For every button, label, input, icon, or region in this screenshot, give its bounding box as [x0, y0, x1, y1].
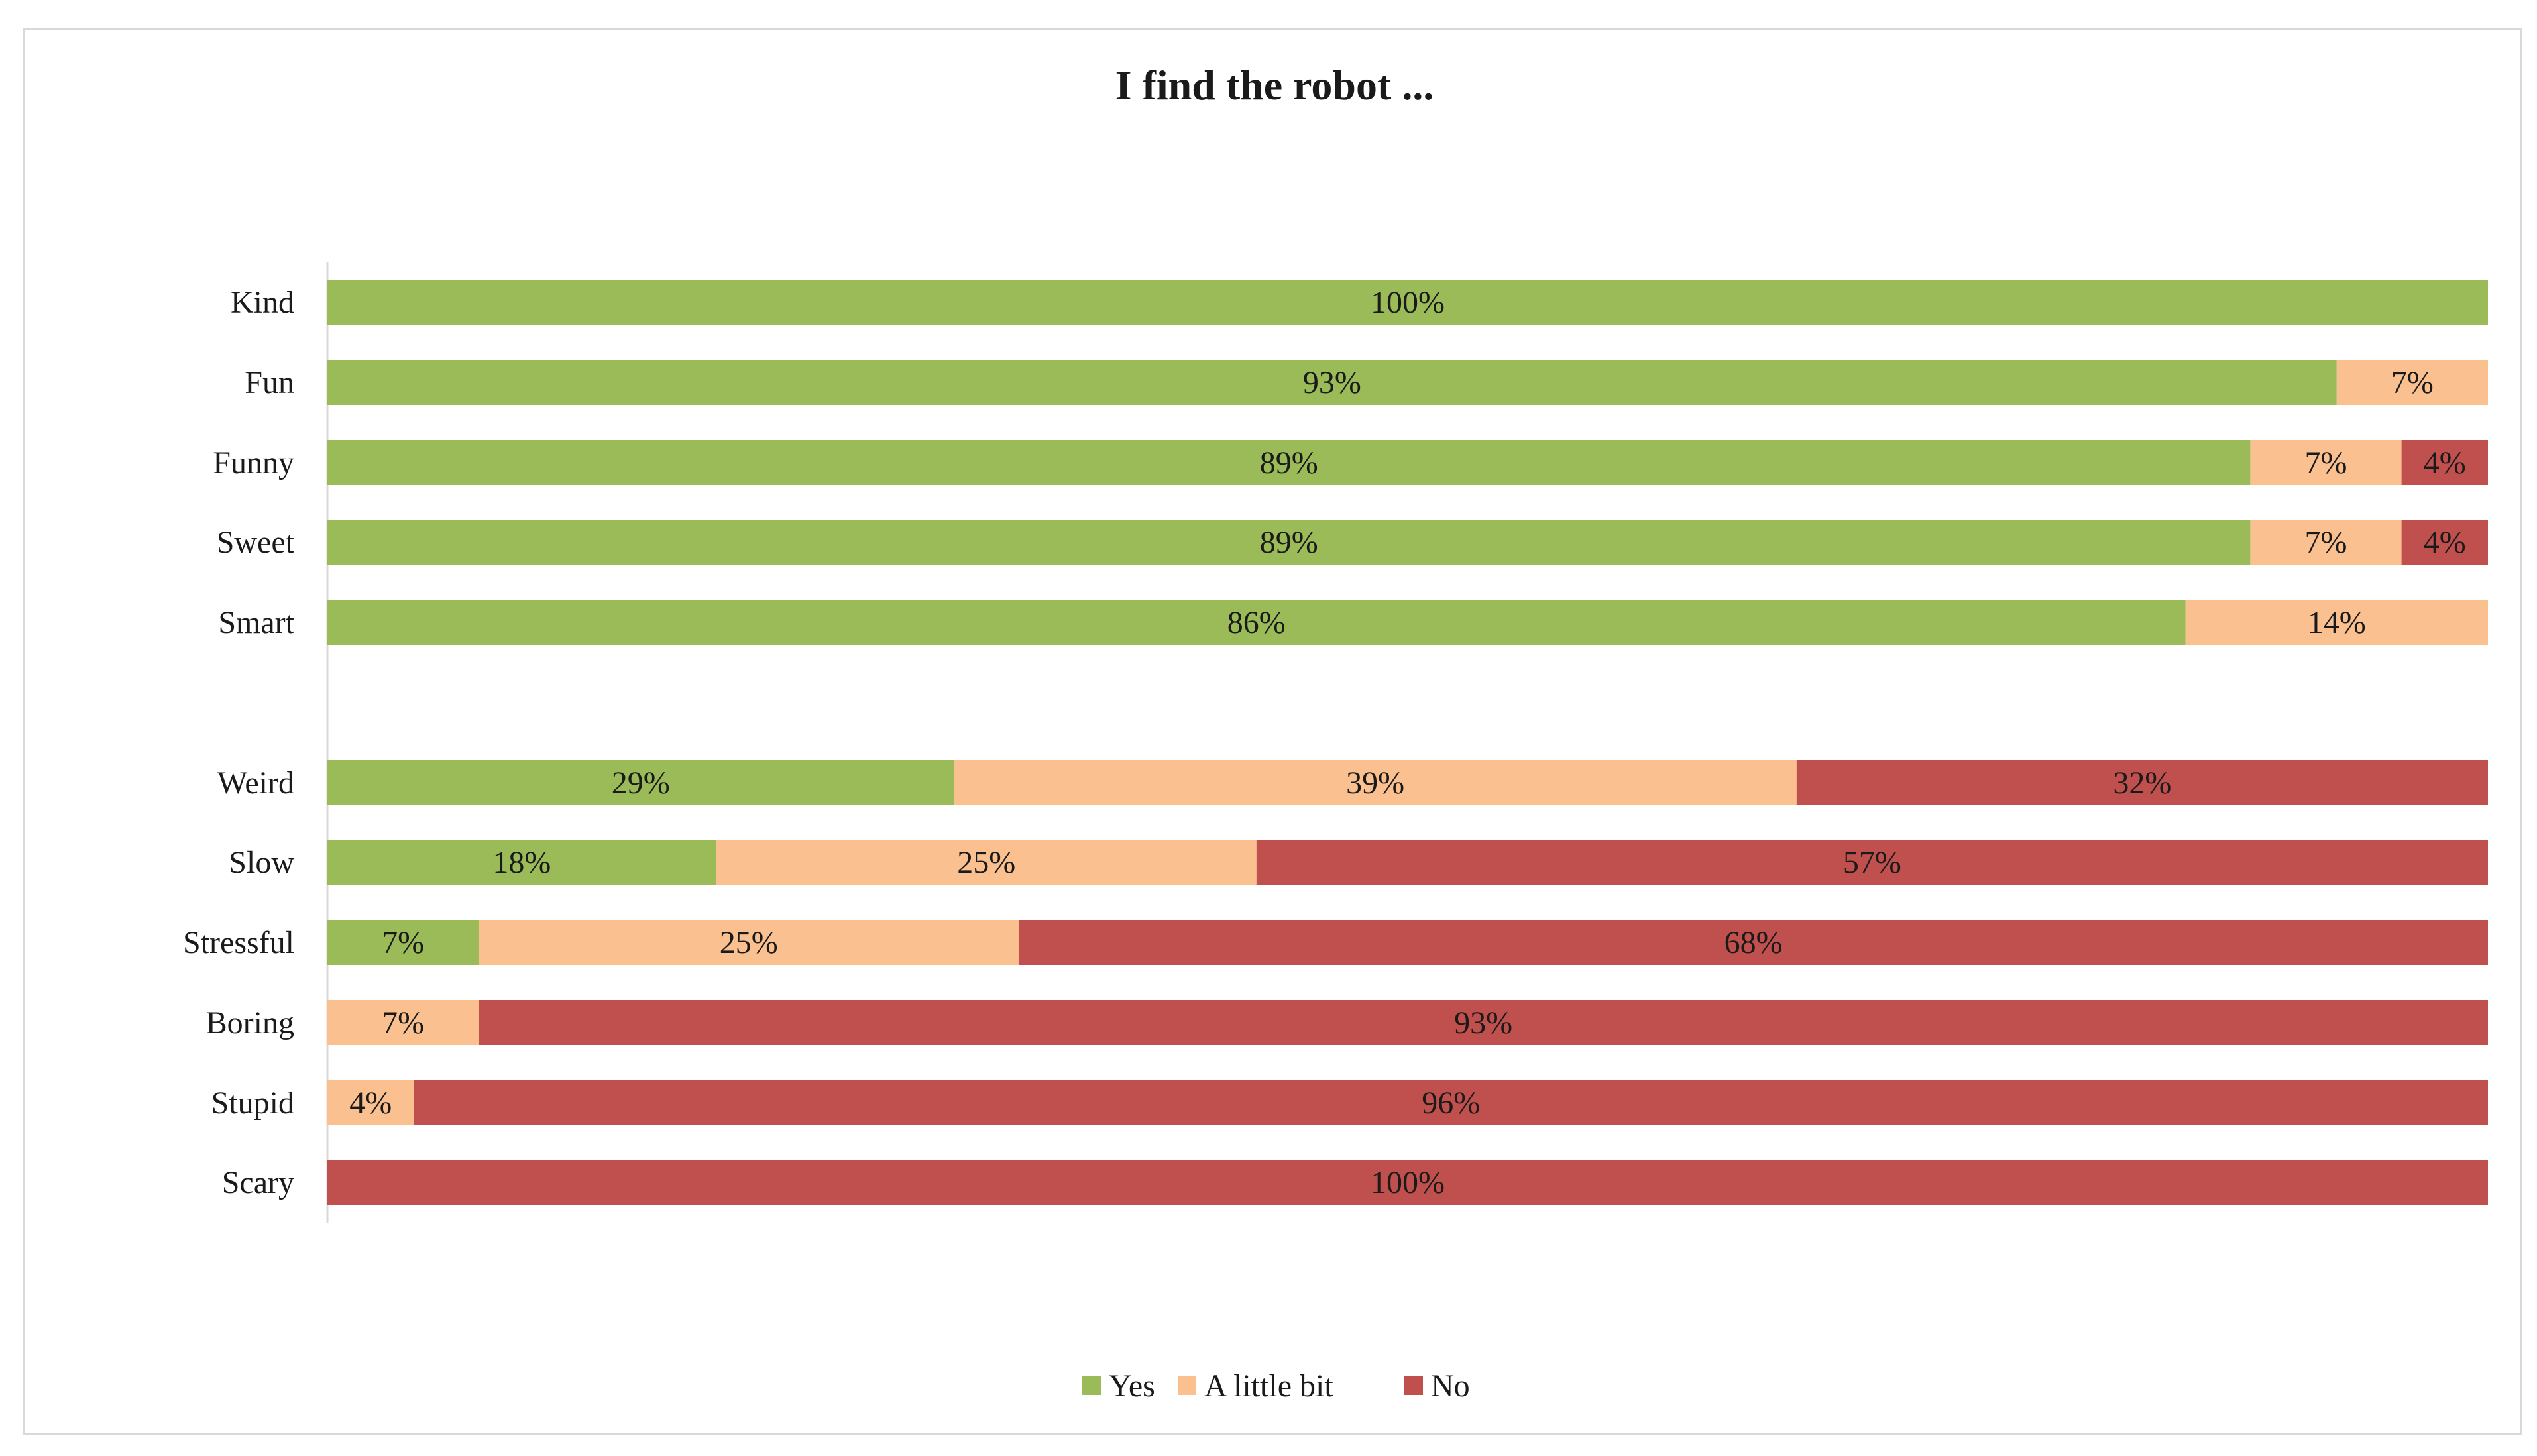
data-label: 4%: [2424, 525, 2466, 560]
data-label: 25%: [720, 925, 778, 960]
legend-label: A little bit: [1204, 1369, 1333, 1404]
category-label: Stupid: [211, 1086, 294, 1121]
category-label: Kind: [231, 285, 294, 320]
bar-segment-no: [1019, 920, 2488, 965]
chart-title: I find the robot ...: [1115, 62, 1434, 109]
bar-segment-yes: [327, 840, 716, 885]
legend-swatch: [1178, 1376, 1196, 1395]
data-label: 25%: [957, 845, 1015, 880]
category-label: Fun: [245, 365, 294, 400]
bar-segment-a-little-bit: [2250, 520, 2402, 565]
data-label: 86%: [1227, 605, 1286, 640]
data-label: 7%: [382, 1005, 424, 1040]
data-label: 68%: [1724, 925, 1783, 960]
data-label: 89%: [1260, 445, 1318, 480]
legend: Yes A little bit No: [1082, 1369, 1470, 1404]
data-label: 96%: [1422, 1086, 1480, 1121]
data-label: 93%: [1303, 365, 1361, 400]
bar-segment-no: [2401, 440, 2488, 485]
category-label: Weird: [217, 765, 294, 801]
legend-label: No: [1431, 1369, 1470, 1404]
bar-segment-yes: [327, 280, 2488, 325]
data-label: 4%: [2424, 445, 2466, 480]
data-label: 57%: [1843, 845, 1901, 880]
bar-segment-a-little-bit: [2336, 360, 2488, 405]
data-label: 7%: [382, 925, 424, 960]
bar-segment-a-little-bit: [479, 920, 1019, 965]
data-label: 7%: [2391, 365, 2434, 400]
bar-segment-no: [2401, 520, 2488, 565]
bar-segment-no: [1256, 840, 2488, 885]
bar-segment-a-little-bit: [2185, 600, 2488, 645]
category-label: Boring: [206, 1005, 294, 1040]
data-label: 100%: [1371, 1165, 1445, 1200]
chart-frame: I find the robot ... Kind 100% Fun 93% 7% Fun…: [23, 28, 2522, 1435]
category-label: Stressful: [183, 925, 294, 960]
data-label: 29%: [612, 765, 670, 801]
data-label: 4%: [349, 1086, 392, 1121]
legend-swatch: [1404, 1376, 1423, 1395]
data-label: 89%: [1260, 525, 1318, 560]
data-label: 32%: [2113, 765, 2171, 801]
category-label: Smart: [218, 605, 294, 640]
bar-segment-no: [414, 1080, 2489, 1125]
bar-segment-yes: [327, 760, 954, 805]
data-label: 18%: [492, 845, 551, 880]
category-label: Sweet: [217, 525, 295, 560]
bar-segment-a-little-bit: [327, 1080, 414, 1125]
bar-segment-a-little-bit: [2250, 440, 2402, 485]
bar-segment-yes: [327, 600, 2186, 645]
bar-segment-yes: [327, 360, 2337, 405]
bar-segment-no: [479, 1000, 2489, 1045]
data-label: 7%: [2305, 525, 2347, 560]
bar-segment-yes: [327, 440, 2251, 485]
data-label: 93%: [1454, 1005, 1512, 1040]
bar-segment-a-little-bit: [327, 1000, 479, 1045]
data-label: 100%: [1371, 285, 1445, 320]
bar-segment-yes: [327, 520, 2251, 565]
data-label: 14%: [2308, 605, 2366, 640]
data-label: 39%: [1346, 765, 1404, 801]
data-label: 7%: [2305, 445, 2347, 480]
bar-segment-yes: [327, 920, 479, 965]
bar-segment-no: [327, 1160, 2488, 1205]
category-label: Funny: [213, 445, 294, 480]
category-label: Slow: [229, 845, 294, 880]
bar-segment-a-little-bit: [716, 840, 1257, 885]
bar-segment-no: [1796, 760, 2488, 805]
plot-area: Kind 100% Fun 93% 7% Funny 89% 7% 4% Sweet 89% 7% 4%…: [183, 262, 2489, 1223]
legend-swatch: [1082, 1376, 1101, 1395]
stacked-bar-chart: I find the robot ... Kind 100% Fun 93% 7% Fun…: [183, 62, 2489, 1404]
legend-label: Yes: [1109, 1369, 1155, 1404]
category-label: Scary: [222, 1165, 294, 1200]
bar-segment-a-little-bit: [954, 760, 1797, 805]
